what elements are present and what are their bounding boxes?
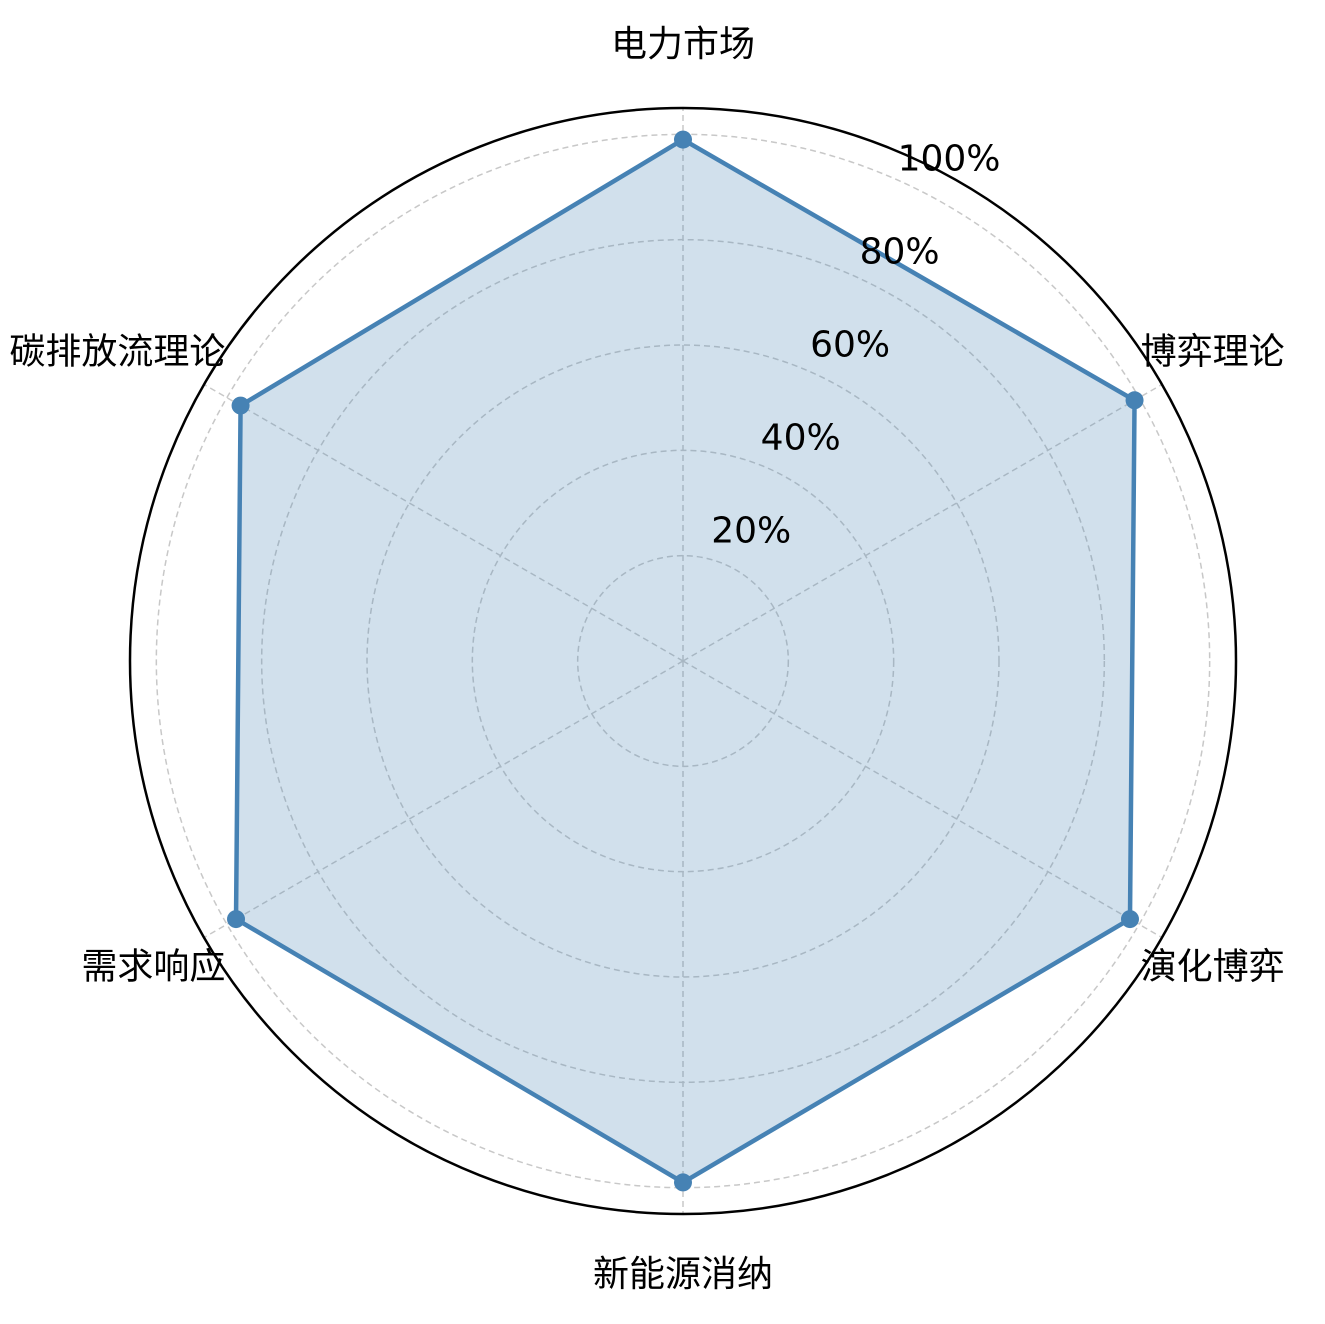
category-label: 电力市场 [611,24,755,65]
r-tick-label: 20% [711,511,791,552]
r-tick-label: 40% [761,418,841,459]
r-tick-label: 100% [898,139,1001,180]
marker [227,910,246,929]
marker [674,1173,692,1192]
grid-circle [366,344,1000,978]
r-tick-label: 80% [860,232,940,273]
spoke [682,383,1163,662]
marker [1120,910,1139,929]
outer-frame [128,106,1238,1216]
category-label: 演化博弈 [1141,947,1285,988]
category-label: 碳排放流理论 [9,332,225,373]
category-label: 博弈理论 [1141,332,1285,373]
r-tick-label: 60% [810,325,890,366]
category-label: 新能源消纳 [593,1254,773,1295]
marker [231,396,250,415]
category-label: 需求响应 [81,947,225,988]
spoke [203,383,684,662]
marker [674,130,692,149]
spoke [203,660,684,939]
spoke [682,660,1163,939]
area [236,139,1135,1183]
marker [1125,391,1144,410]
